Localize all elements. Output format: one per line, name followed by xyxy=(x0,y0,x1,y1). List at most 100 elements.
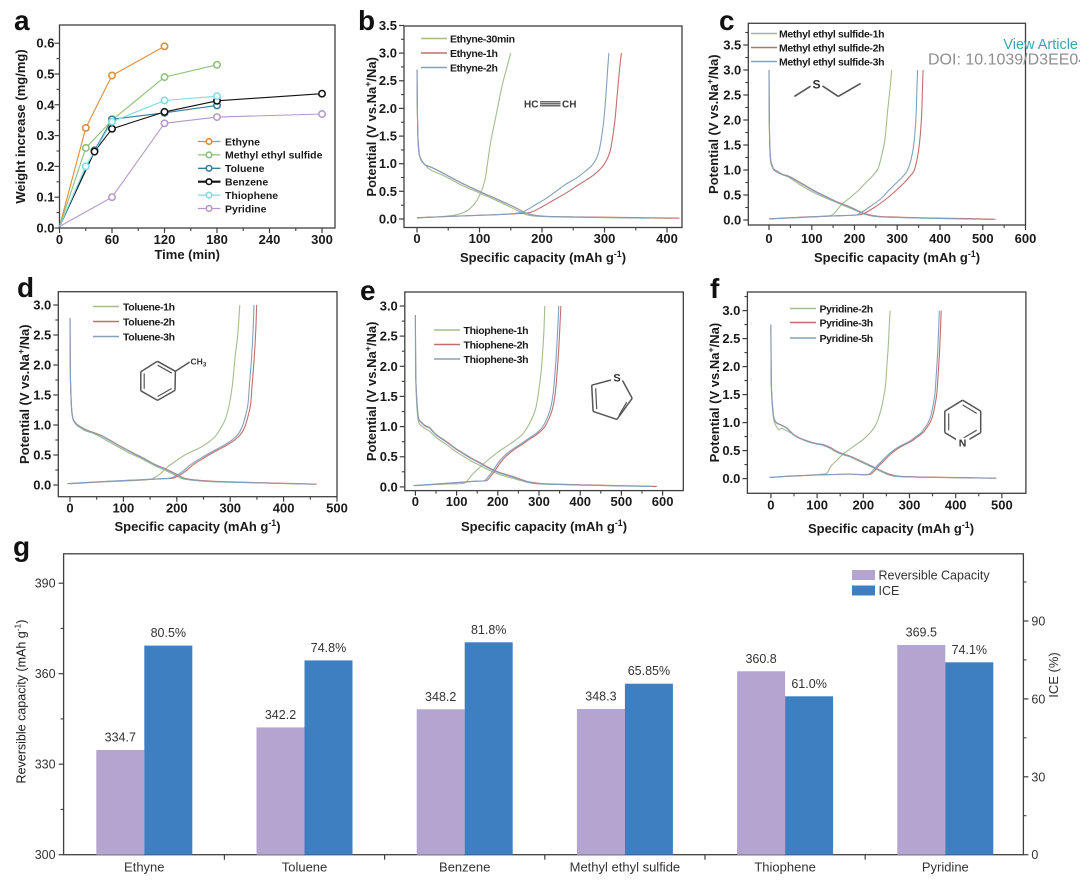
svg-text:1.0: 1.0 xyxy=(723,163,741,178)
svg-text:240: 240 xyxy=(259,232,281,247)
svg-text:S: S xyxy=(613,373,620,385)
svg-text:2.0: 2.0 xyxy=(33,358,51,373)
svg-text:2.0: 2.0 xyxy=(379,101,397,116)
svg-text:0.0: 0.0 xyxy=(36,221,54,236)
svg-text:80.5%: 80.5% xyxy=(151,626,186,640)
svg-text:0.1: 0.1 xyxy=(36,190,54,205)
svg-text:0.4: 0.4 xyxy=(36,97,55,112)
svg-text:N: N xyxy=(959,438,967,450)
svg-text:1.5: 1.5 xyxy=(723,138,741,153)
svg-text:61.0%: 61.0% xyxy=(791,677,826,691)
svg-text:Potential (V vs.Na+/Na): Potential (V vs.Na+/Na) xyxy=(705,54,721,194)
svg-text:400: 400 xyxy=(656,231,678,246)
svg-text:400: 400 xyxy=(273,501,295,516)
svg-text:Specific capacity (mAh g-1): Specific capacity (mAh g-1) xyxy=(814,249,980,265)
svg-text:369.5: 369.5 xyxy=(906,626,937,640)
svg-text:Methyl ethyl sulfide-2h: Methyl ethyl sulfide-2h xyxy=(779,42,884,54)
svg-text:3.0: 3.0 xyxy=(379,46,397,61)
svg-text:0: 0 xyxy=(765,231,772,246)
svg-text:Toluene-2h: Toluene-2h xyxy=(123,316,175,328)
svg-text:360: 360 xyxy=(35,667,56,681)
svg-text:3.0: 3.0 xyxy=(380,299,398,314)
svg-text:0.0: 0.0 xyxy=(722,471,740,486)
svg-text:Thiophene-1h: Thiophene-1h xyxy=(464,325,529,337)
svg-text:65.85%: 65.85% xyxy=(628,664,670,678)
svg-text:200: 200 xyxy=(487,494,509,509)
svg-text:View Article: View Article xyxy=(1003,37,1078,53)
svg-text:Methyl ethyl sulfide-3h: Methyl ethyl sulfide-3h xyxy=(779,56,884,68)
svg-text:74.1%: 74.1% xyxy=(952,643,987,657)
svg-text:300: 300 xyxy=(886,231,908,246)
svg-text:0: 0 xyxy=(767,498,774,513)
svg-text:60: 60 xyxy=(105,232,119,247)
svg-text:Pyridine-5h: Pyridine-5h xyxy=(820,333,873,345)
svg-text:Potential (V vs.Na+/Na): Potential (V vs.Na+/Na) xyxy=(363,57,379,197)
svg-text:0.5: 0.5 xyxy=(722,443,740,458)
svg-text:Thiophene-2h: Thiophene-2h xyxy=(464,339,529,351)
svg-text:342.2: 342.2 xyxy=(265,708,296,722)
svg-text:300: 300 xyxy=(219,501,241,516)
svg-text:Toluene: Toluene xyxy=(282,860,328,875)
svg-text:500: 500 xyxy=(326,501,348,516)
svg-text:Methyl ethyl sulfide: Methyl ethyl sulfide xyxy=(225,150,323,162)
svg-text:400: 400 xyxy=(945,498,967,513)
svg-text:1.0: 1.0 xyxy=(380,419,398,434)
svg-text:1.5: 1.5 xyxy=(379,129,397,144)
svg-text:348.3: 348.3 xyxy=(585,690,616,704)
svg-text:400: 400 xyxy=(569,494,591,509)
svg-text:200: 200 xyxy=(531,231,553,246)
svg-text:Specific capacity (mAh g-1): Specific capacity (mAh g-1) xyxy=(808,520,974,536)
svg-text:2.5: 2.5 xyxy=(380,329,398,344)
svg-text:100: 100 xyxy=(801,231,823,246)
svg-text:0: 0 xyxy=(56,232,63,247)
svg-text:Potential (V vs.Na+/Na): Potential (V vs.Na+/Na) xyxy=(16,324,32,464)
svg-text:500: 500 xyxy=(991,498,1013,513)
svg-text:0.5: 0.5 xyxy=(33,448,51,463)
svg-text:390: 390 xyxy=(35,577,56,591)
svg-text:Pyridine: Pyridine xyxy=(225,203,267,215)
svg-text:74.8%: 74.8% xyxy=(311,641,346,655)
svg-text:0.2: 0.2 xyxy=(36,159,54,174)
svg-text:300: 300 xyxy=(594,231,616,246)
svg-text:2.5: 2.5 xyxy=(33,328,51,343)
svg-text:Time (min): Time (min) xyxy=(154,247,220,262)
svg-text:0.0: 0.0 xyxy=(379,212,397,227)
svg-text:Pyridine-2h: Pyridine-2h xyxy=(820,303,873,315)
svg-text:300: 300 xyxy=(528,494,550,509)
svg-text:500: 500 xyxy=(611,494,633,509)
svg-text:0.5: 0.5 xyxy=(380,449,398,464)
svg-text:0.6: 0.6 xyxy=(36,36,54,51)
svg-text:1.0: 1.0 xyxy=(722,415,740,430)
svg-text:Methyl ethyl sulfide-1h: Methyl ethyl sulfide-1h xyxy=(779,28,884,40)
svg-text:c: c xyxy=(719,5,735,36)
svg-text:Pyridine: Pyridine xyxy=(922,860,969,875)
svg-text:100: 100 xyxy=(113,501,135,516)
svg-text:100: 100 xyxy=(446,494,468,509)
svg-text:Reversible Capacity: Reversible Capacity xyxy=(879,569,991,583)
svg-text:0.5: 0.5 xyxy=(723,188,741,203)
svg-text:Specific capacity (mAh g-1): Specific capacity (mAh g-1) xyxy=(461,518,627,534)
svg-text:Reversible capacity (mAh g-1): Reversible capacity (mAh g-1) xyxy=(13,620,29,784)
svg-text:100: 100 xyxy=(806,498,828,513)
svg-text:HC: HC xyxy=(524,99,538,110)
svg-text:600: 600 xyxy=(1015,231,1037,246)
svg-text:1.0: 1.0 xyxy=(379,156,397,171)
svg-text:600: 600 xyxy=(652,494,674,509)
svg-text:Thiophene-3h: Thiophene-3h xyxy=(464,354,529,366)
svg-text:ICE: ICE xyxy=(879,584,900,598)
svg-text:400: 400 xyxy=(929,231,951,246)
svg-text:d: d xyxy=(17,272,34,303)
svg-text:Ethyne: Ethyne xyxy=(124,860,164,875)
svg-text:30: 30 xyxy=(1031,770,1045,784)
svg-text:200: 200 xyxy=(166,501,188,516)
svg-text:S: S xyxy=(812,78,820,92)
svg-text:2.5: 2.5 xyxy=(722,331,740,346)
svg-text:3.5: 3.5 xyxy=(379,18,397,33)
svg-text:ICE (%): ICE (%) xyxy=(1046,652,1061,698)
svg-text:Toluene-3h: Toluene-3h xyxy=(123,331,175,343)
svg-text:3.0: 3.0 xyxy=(723,63,741,78)
svg-text:a: a xyxy=(14,5,30,36)
svg-text:2.0: 2.0 xyxy=(380,359,398,374)
svg-text:f: f xyxy=(710,273,720,304)
svg-text:3.5: 3.5 xyxy=(723,38,741,53)
